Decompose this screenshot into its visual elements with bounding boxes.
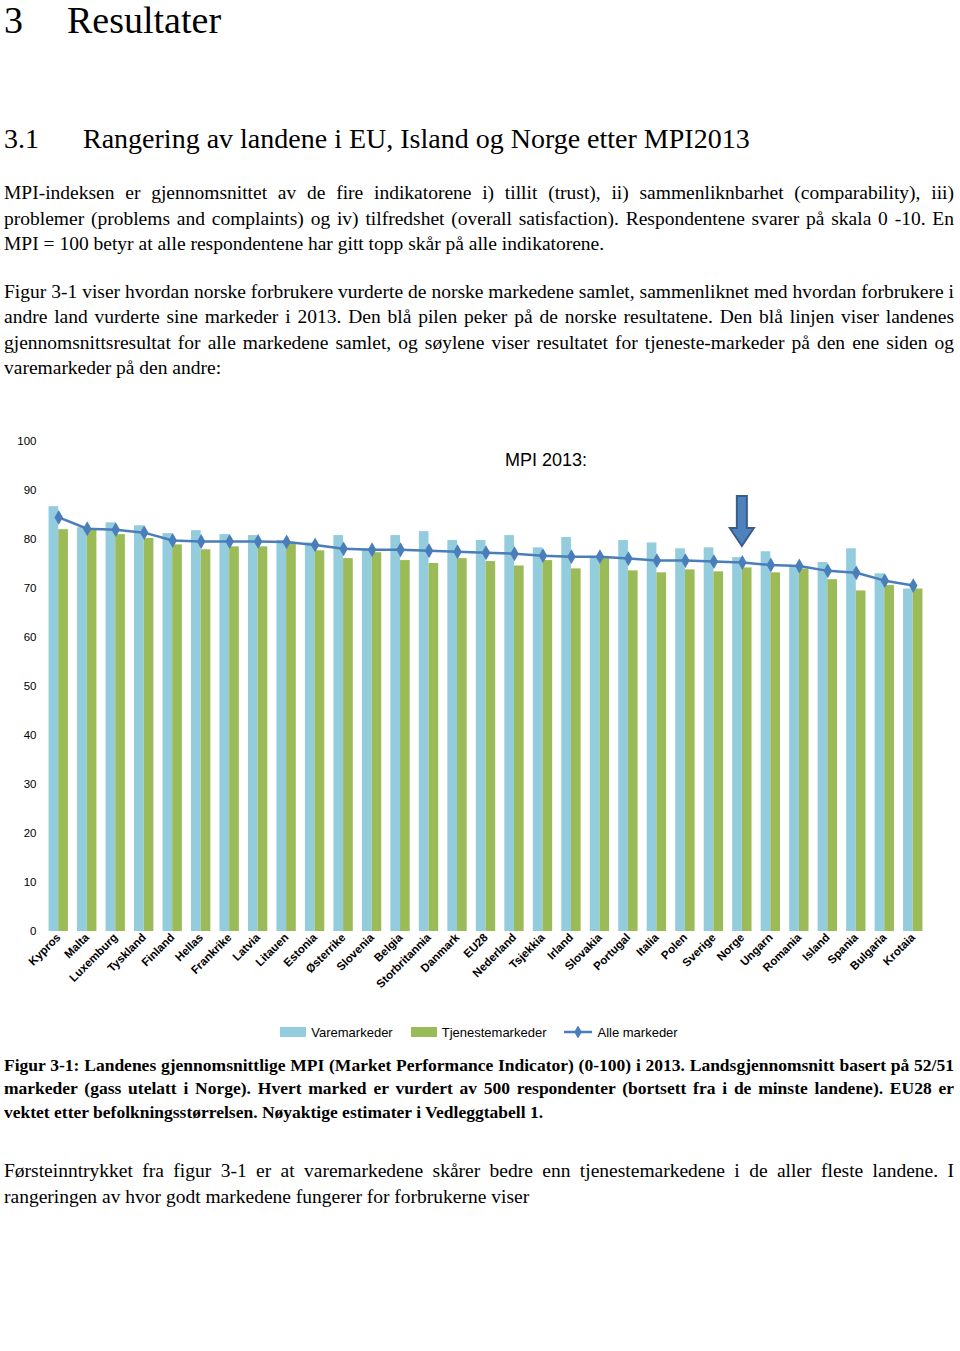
svg-text:100: 100 xyxy=(17,435,36,447)
svg-text:Bulgaria: Bulgaria xyxy=(848,930,889,971)
svg-text:Estonia: Estonia xyxy=(281,930,320,969)
svg-text:50: 50 xyxy=(24,680,37,692)
svg-text:Portugal: Portugal xyxy=(591,931,632,972)
svg-text:90: 90 xyxy=(24,484,37,496)
svg-text:60: 60 xyxy=(24,631,37,643)
svg-text:Latvia: Latvia xyxy=(230,930,263,963)
html-text:Figur 3-1: Landenes gjennomsni: Figur 3-1: Landenes gjennomsnittlige MPI… xyxy=(4,1054,954,1122)
html-text:MPI-indeksen er gjennomsnittet: MPI-indeksen er gjennomsnittet av de fir… xyxy=(4,182,954,254)
svg-text:Sverige: Sverige xyxy=(680,931,718,969)
svg-text:EU28: EU28 xyxy=(461,930,490,960)
svg-text:Frankrike: Frankrike xyxy=(189,931,234,976)
svg-text:Slovakia: Slovakia xyxy=(562,930,604,972)
svg-text:Danmark: Danmark xyxy=(418,930,462,974)
html-text:3.1: 3.1 xyxy=(4,123,39,154)
html-text:Varemarkeder: Varemarkeder xyxy=(311,1024,393,1040)
svg-text:10: 10 xyxy=(24,876,37,888)
svg-text:Østerrike: Østerrike xyxy=(303,930,348,975)
svg-text:Spania: Spania xyxy=(825,930,861,966)
html-text:Tjenestemarkeder: Tjenestemarkeder xyxy=(441,1024,547,1040)
svg-text:Hellas: Hellas xyxy=(172,930,206,963)
html-text:Alle markeder: Alle markeder xyxy=(597,1024,678,1040)
svg-text:Litauen: Litauen xyxy=(253,930,291,968)
svg-text:Luxemburg: Luxemburg xyxy=(67,931,120,984)
html-text:Figur 3-1 viser hvordan norske: Figur 3-1 viser hvordan norske forbruker… xyxy=(4,280,954,378)
svg-text:0: 0 xyxy=(30,925,36,937)
html-text:3: 3 xyxy=(4,0,23,41)
svg-text:30: 30 xyxy=(24,778,37,790)
svg-text:Ungarn: Ungarn xyxy=(737,930,775,968)
svg-text:Storbritannia: Storbritannia xyxy=(374,930,433,990)
svg-text:70: 70 xyxy=(24,582,37,594)
svg-text:Irland: Irland xyxy=(544,930,576,962)
svg-text:MPI 2013:: MPI 2013: xyxy=(505,450,587,470)
svg-text:80: 80 xyxy=(24,533,37,545)
html-text:Førsteinntrykket fra figur 3-1: Førsteinntrykket fra figur 3-1 er at var… xyxy=(4,1160,954,1207)
svg-text:Malta: Malta xyxy=(62,930,92,960)
svg-text:Norge: Norge xyxy=(714,930,747,963)
svg-text:Romania: Romania xyxy=(761,930,804,973)
svg-text:Tsjekkia: Tsjekkia xyxy=(507,930,547,970)
svg-text:Finland: Finland xyxy=(139,931,176,968)
svg-text:40: 40 xyxy=(24,729,37,741)
svg-text:Slovenia: Slovenia xyxy=(334,930,376,972)
svg-text:20: 20 xyxy=(24,827,37,839)
html-text:Resultater: Resultater xyxy=(67,0,222,41)
svg-text:Krotaia: Krotaia xyxy=(881,930,918,967)
svg-text:Polen: Polen xyxy=(658,930,690,962)
svg-text:Belgia: Belgia xyxy=(371,930,405,964)
svg-text:Italia: Italia xyxy=(634,930,661,957)
html-text:Rangering av landene i EU, Isl: Rangering av landene i EU, Island og Nor… xyxy=(83,123,750,154)
svg-text:Island: Island xyxy=(799,930,832,963)
svg-text:Nederland: Nederland xyxy=(470,931,518,979)
svg-text:Tyskland: Tyskland xyxy=(105,931,148,974)
svg-text:Kypros: Kypros xyxy=(26,931,63,968)
